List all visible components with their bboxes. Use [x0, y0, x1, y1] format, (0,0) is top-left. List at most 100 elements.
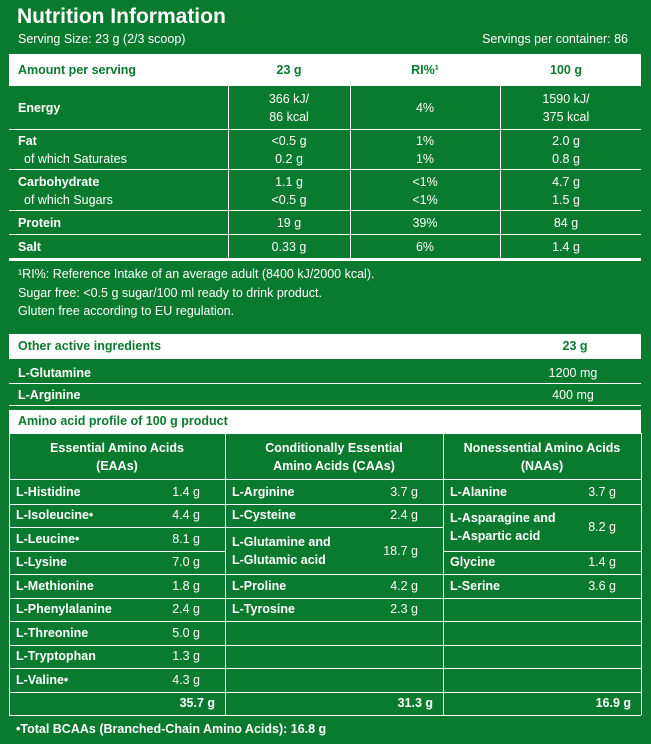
- value-cell: 6%: [415, 240, 435, 254]
- value-cell: <0.5 g: [271, 133, 307, 148]
- footnote: Gluten free according to EU regulation.: [18, 304, 235, 318]
- header-cell: Amount per serving: [18, 63, 137, 77]
- rule: [9, 169, 641, 170]
- rule: [443, 574, 641, 575]
- value-cell: 0.8 g: [552, 152, 580, 166]
- rule: [443, 597, 641, 599]
- ingredient-value: 400 mg: [552, 387, 594, 402]
- rule: [443, 668, 641, 669]
- amino-value: 3.6 g: [588, 578, 616, 593]
- amino-name: Glycine: [450, 555, 496, 570]
- rule: [9, 234, 641, 235]
- value-cell: 39%: [412, 216, 438, 230]
- amino-value: 1.4 g: [172, 484, 200, 499]
- amino-value: 4.2 g: [390, 578, 418, 593]
- rule: [641, 433, 642, 715]
- rule: [9, 129, 641, 130]
- ingredient-label: L-Glutamine: [18, 366, 91, 380]
- header-cell: RI%¹: [411, 63, 439, 77]
- rule: [9, 479, 225, 480]
- rule: [225, 597, 443, 599]
- serving-size: Serving Size: 23 g (2/3 scoop): [18, 32, 186, 46]
- rule: [9, 668, 225, 669]
- header-cell: 100 g: [550, 63, 582, 77]
- rule: [225, 527, 443, 528]
- value-cell: 366 kJ/ 86 kcal: [268, 92, 310, 124]
- value-cell: 1.1 g: [275, 174, 303, 189]
- nutrient-label: Fat: [18, 133, 37, 148]
- value-cell: 4%: [415, 101, 435, 115]
- rule: [225, 691, 443, 693]
- rule: [443, 621, 641, 622]
- column-total: 16.9 g: [595, 696, 631, 710]
- amino-value: 3.7 g: [588, 484, 616, 499]
- value-cell: 1%: [415, 152, 435, 166]
- rule: [443, 550, 641, 552]
- amino-name: L-Lysine: [16, 555, 67, 570]
- rule: [225, 574, 443, 575]
- amino-value: 2.4 g: [390, 508, 418, 523]
- nutrient-label: Energy: [18, 101, 61, 115]
- section-title: Amino acid profile of 100 g product: [18, 414, 228, 428]
- nutrient-label: Carbohydrate: [18, 174, 100, 189]
- rule: [9, 405, 641, 406]
- value-cell: 1.4 g: [552, 240, 580, 254]
- amino-value: 8.1 g: [172, 531, 200, 546]
- value-cell: 19 g: [276, 216, 302, 230]
- amino-value: 3.7 g: [390, 484, 418, 499]
- column-heading: Nonessential Amino Acids (NAAs): [463, 441, 621, 473]
- amino-name: L-Glutamine and L-Glutamic acid: [232, 534, 331, 567]
- column-total: 31.3 g: [397, 696, 433, 710]
- amino-value: 1.8 g: [172, 578, 200, 593]
- amino-name: L-Asparagine and L-Aspartic acid: [450, 511, 556, 543]
- amino-value: 1.4 g: [588, 555, 616, 570]
- column-heading: Conditionally Essential Amino Acids (CAA…: [265, 441, 403, 473]
- rule: [443, 479, 641, 480]
- rule: [9, 527, 225, 528]
- header-cell: Other active ingredients: [18, 339, 162, 353]
- rule: [9, 433, 641, 434]
- rule: [225, 503, 443, 505]
- rule: [443, 691, 641, 693]
- white-bar: [9, 410, 641, 433]
- value-cell: <1%: [412, 193, 438, 207]
- rule: [443, 503, 641, 505]
- amino-value: 4.3 g: [172, 672, 200, 687]
- value-cell: 0.33 g: [271, 240, 307, 254]
- amino-name: L-Histidine: [16, 484, 81, 499]
- rule: [9, 550, 225, 552]
- rule: [9, 503, 225, 505]
- rule: [9, 574, 225, 575]
- rule: [225, 621, 443, 622]
- amino-value: 18.7 g: [383, 543, 418, 558]
- rule: [350, 86, 351, 258]
- rule: [225, 479, 443, 480]
- rule: [9, 691, 225, 693]
- value-cell: 1.5 g: [552, 193, 580, 207]
- rule: [9, 383, 641, 384]
- amino-name: L-Leucine•: [16, 531, 80, 546]
- rule: [500, 86, 501, 258]
- footnote: Sugar free: <0.5 g sugar/100 ml ready to…: [18, 285, 322, 300]
- header-cell: 23 g: [276, 63, 302, 77]
- rule: [225, 644, 443, 646]
- title: Nutrition Information: [17, 5, 226, 28]
- amino-name: L-Isoleucine•: [16, 508, 94, 523]
- value-cell: <1%: [412, 174, 438, 189]
- rule: [9, 644, 225, 646]
- amino-name: L-Threonine: [16, 625, 89, 640]
- white-bar: [9, 54, 641, 86]
- value-cell: 2.0 g: [552, 133, 580, 148]
- amino-name: L-Phenylalanine: [16, 602, 112, 617]
- amino-name: L-Serine: [450, 578, 501, 593]
- amino-name: L-Arginine: [232, 484, 295, 499]
- bcaa-note: •Total BCAAs (Branched-Chain Amino Acids…: [16, 722, 327, 736]
- amino-value: 2.3 g: [390, 602, 418, 617]
- footnote: ¹RI%: Reference Intake of an average adu…: [18, 267, 375, 281]
- value-cell: <0.5 g: [271, 193, 307, 207]
- rule: [9, 597, 225, 599]
- rule: [9, 258, 641, 261]
- amino-name: L-Tryptophan: [16, 649, 96, 664]
- amino-name: L-Methionine: [16, 578, 94, 593]
- nutrient-label: Protein: [18, 216, 62, 230]
